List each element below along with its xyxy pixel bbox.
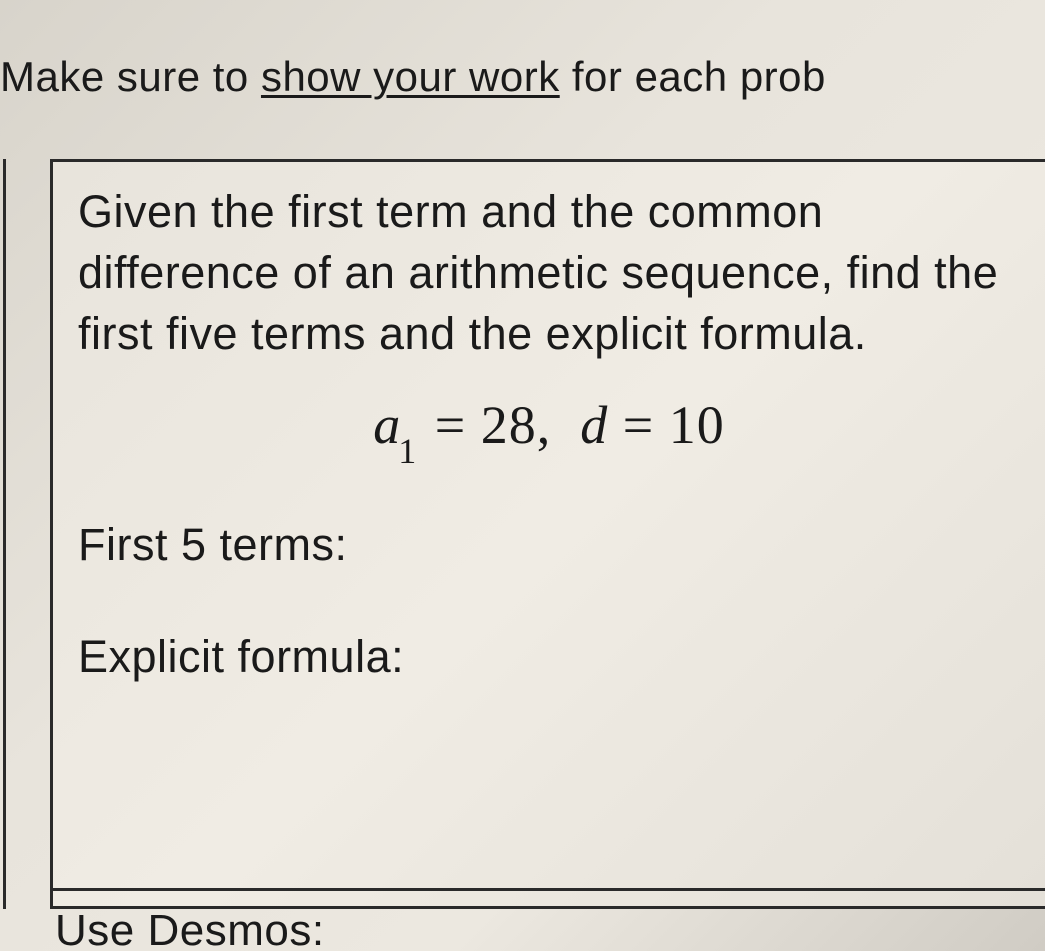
instruction-line: Make sure to show your work for each pro… bbox=[0, 50, 1025, 105]
equation-given: a1 = 28, d = 10 bbox=[78, 394, 1020, 464]
left-margin-border bbox=[3, 159, 6, 909]
equation-equals-1: = bbox=[435, 395, 481, 455]
equation-comma: , bbox=[537, 395, 581, 455]
instruction-prefix: Make sure to bbox=[0, 53, 261, 100]
header-partial-line: Math 1 Daily bbox=[0, 0, 1025, 55]
problem-statement: Given the first term and the common diff… bbox=[78, 182, 1020, 364]
equation-d-var: d bbox=[580, 395, 608, 455]
explicit-formula-prompt: Explicit formula: bbox=[78, 631, 1020, 683]
equation-a1-value: 28 bbox=[481, 395, 537, 455]
equation-d-value: 10 bbox=[669, 395, 725, 455]
problem-cell: Given the first term and the common diff… bbox=[50, 159, 1045, 909]
worksheet-header: Math 1 Daily Make sure to show your work… bbox=[0, 0, 1045, 134]
equation-a-subscript: 1 bbox=[398, 431, 417, 471]
first-five-terms-prompt: First 5 terms: bbox=[78, 519, 1020, 571]
bottom-cell-border bbox=[50, 888, 1045, 891]
equation-equals-2: = bbox=[608, 395, 668, 455]
instruction-underlined: show your work bbox=[261, 53, 560, 100]
bottom-cutoff-text: Use Desmos: bbox=[55, 906, 325, 946]
instruction-suffix: for each prob bbox=[560, 53, 826, 100]
